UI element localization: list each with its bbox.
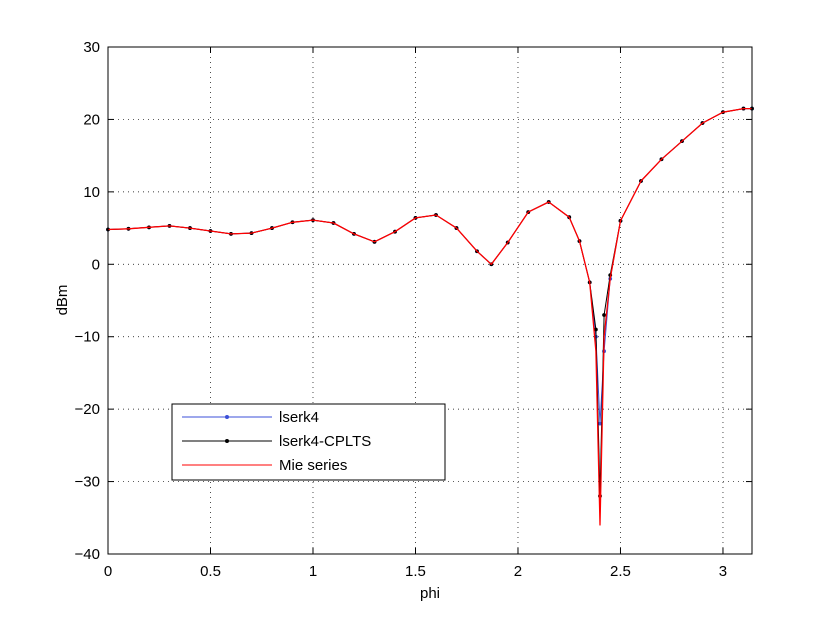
- y-tick-label: 20: [83, 111, 100, 128]
- y-tick-label: 0: [92, 256, 100, 273]
- data-point: [602, 313, 606, 317]
- data-point: [598, 421, 602, 426]
- legend-label: lserk4: [279, 409, 319, 426]
- y-tick-label: 10: [83, 184, 100, 201]
- legend-marker: [225, 439, 229, 443]
- y-axis-label: dBm: [54, 285, 71, 316]
- y-tick-label: −30: [75, 474, 100, 491]
- ticks: 0 0.5 1 1.5 2 2.5 3 −40 −30 −20 −10 0 10 20 30: [75, 39, 752, 580]
- y-tick-label: −40: [75, 546, 100, 563]
- legend-marker: [225, 415, 229, 419]
- x-tick-label: 0.5: [200, 563, 221, 580]
- y-tick-label: −20: [75, 401, 100, 418]
- x-tick-label: 1.5: [405, 563, 426, 580]
- x-tick-label: 2.5: [610, 563, 631, 580]
- legend-label: Mie series: [279, 457, 347, 474]
- legend: lserk4 lserk4-CPLTS Mie series: [171, 403, 446, 481]
- series-2: [107, 107, 752, 526]
- plot-frame: [107, 46, 753, 555]
- x-tick-label: 2: [514, 563, 522, 580]
- x-tick-label: 1: [309, 563, 317, 580]
- x-tick-label: 0: [104, 563, 112, 580]
- x-axis-label: phi: [420, 585, 440, 602]
- y-tick-label: −10: [75, 329, 100, 346]
- data-point: [593, 327, 598, 332]
- series-line: [107, 107, 752, 526]
- x-tick-label: 3: [719, 563, 727, 580]
- y-tick-label: 30: [83, 39, 100, 56]
- legend-label: lserk4-CPLTS: [279, 433, 371, 450]
- series-group: [106, 106, 754, 526]
